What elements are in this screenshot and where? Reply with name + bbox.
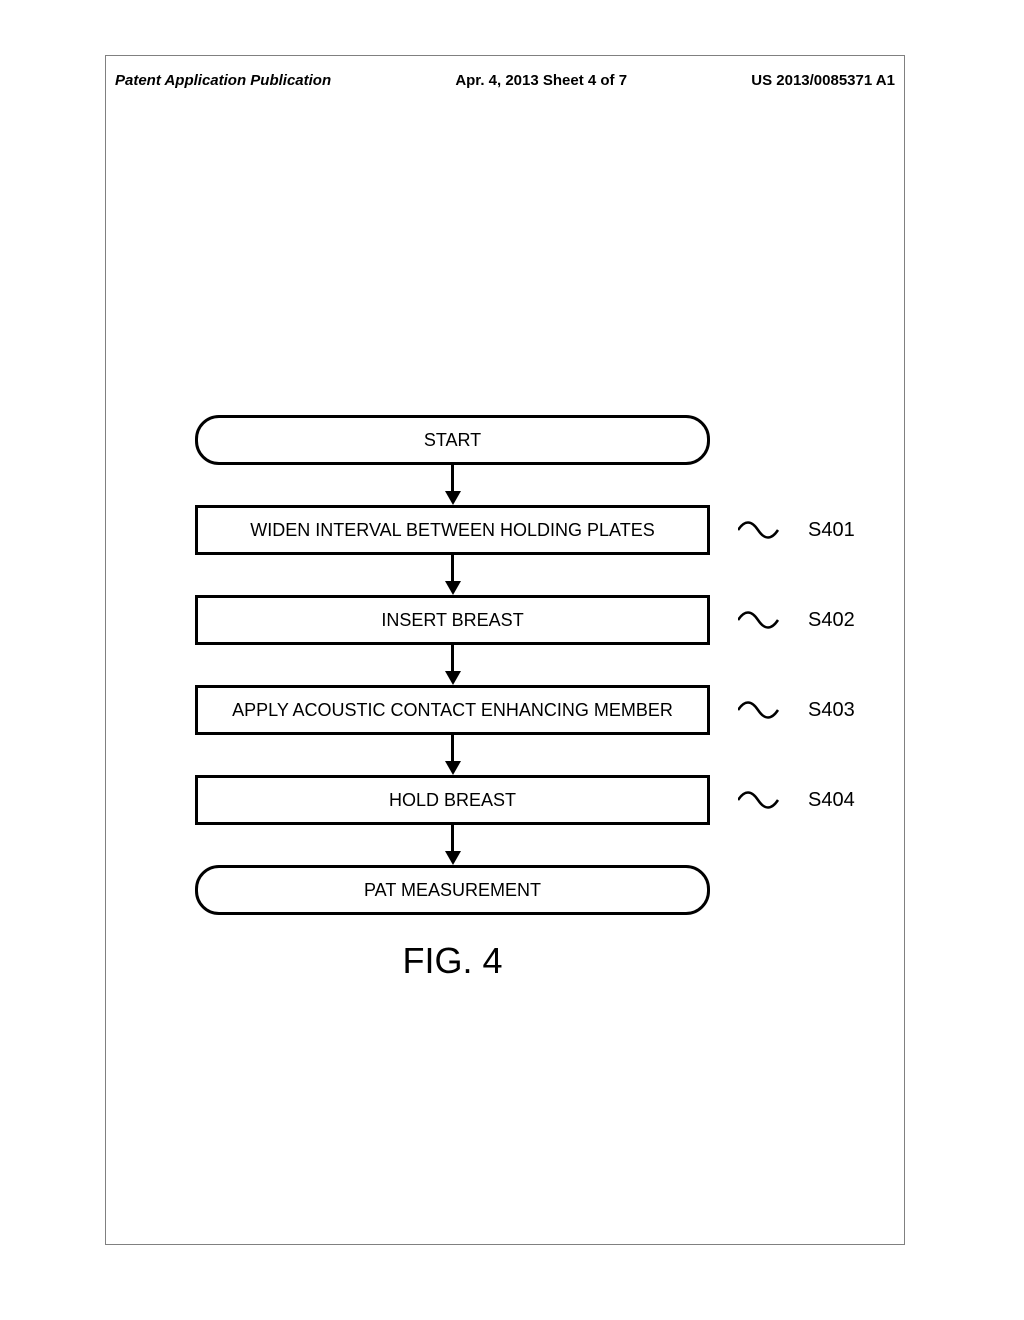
end-label: PAT MEASUREMENT [364, 880, 541, 901]
step-label: APPLY ACOUSTIC CONTACT ENHANCING MEMBER [232, 700, 673, 721]
connector-icon [738, 785, 798, 815]
flowchart-container: START WIDEN INTERVAL BETWEEN HOLDING PLA… [170, 415, 850, 982]
step-ref: S403 [808, 699, 855, 722]
arrow [195, 465, 710, 505]
step-ref: S404 [808, 789, 855, 812]
step-ref: S401 [808, 519, 855, 542]
process-step-4: HOLD BREAST S404 [195, 775, 710, 825]
connector-icon [738, 695, 798, 725]
header-patent-number: US 2013/0085371 A1 [751, 72, 895, 89]
page-header: Patent Application Publication Apr. 4, 2… [105, 72, 905, 89]
arrow [195, 555, 710, 595]
start-terminator: START [195, 415, 710, 465]
step-label: WIDEN INTERVAL BETWEEN HOLDING PLATES [250, 520, 654, 541]
step-ref: S402 [808, 609, 855, 632]
figure-caption: FIG. 4 [170, 940, 735, 982]
process-step-1: WIDEN INTERVAL BETWEEN HOLDING PLATES S4… [195, 505, 710, 555]
end-terminator: PAT MEASUREMENT [195, 865, 710, 915]
header-date-sheet: Apr. 4, 2013 Sheet 4 of 7 [455, 72, 627, 89]
connector-icon [738, 605, 798, 635]
start-label: START [424, 430, 481, 451]
arrow [195, 825, 710, 865]
arrow [195, 735, 710, 775]
process-step-3: APPLY ACOUSTIC CONTACT ENHANCING MEMBER … [195, 685, 710, 735]
step-label: HOLD BREAST [389, 790, 516, 811]
step-label: INSERT BREAST [381, 610, 523, 631]
header-publication: Patent Application Publication [115, 72, 331, 89]
arrow [195, 645, 710, 685]
connector-icon [738, 515, 798, 545]
process-step-2: INSERT BREAST S402 [195, 595, 710, 645]
